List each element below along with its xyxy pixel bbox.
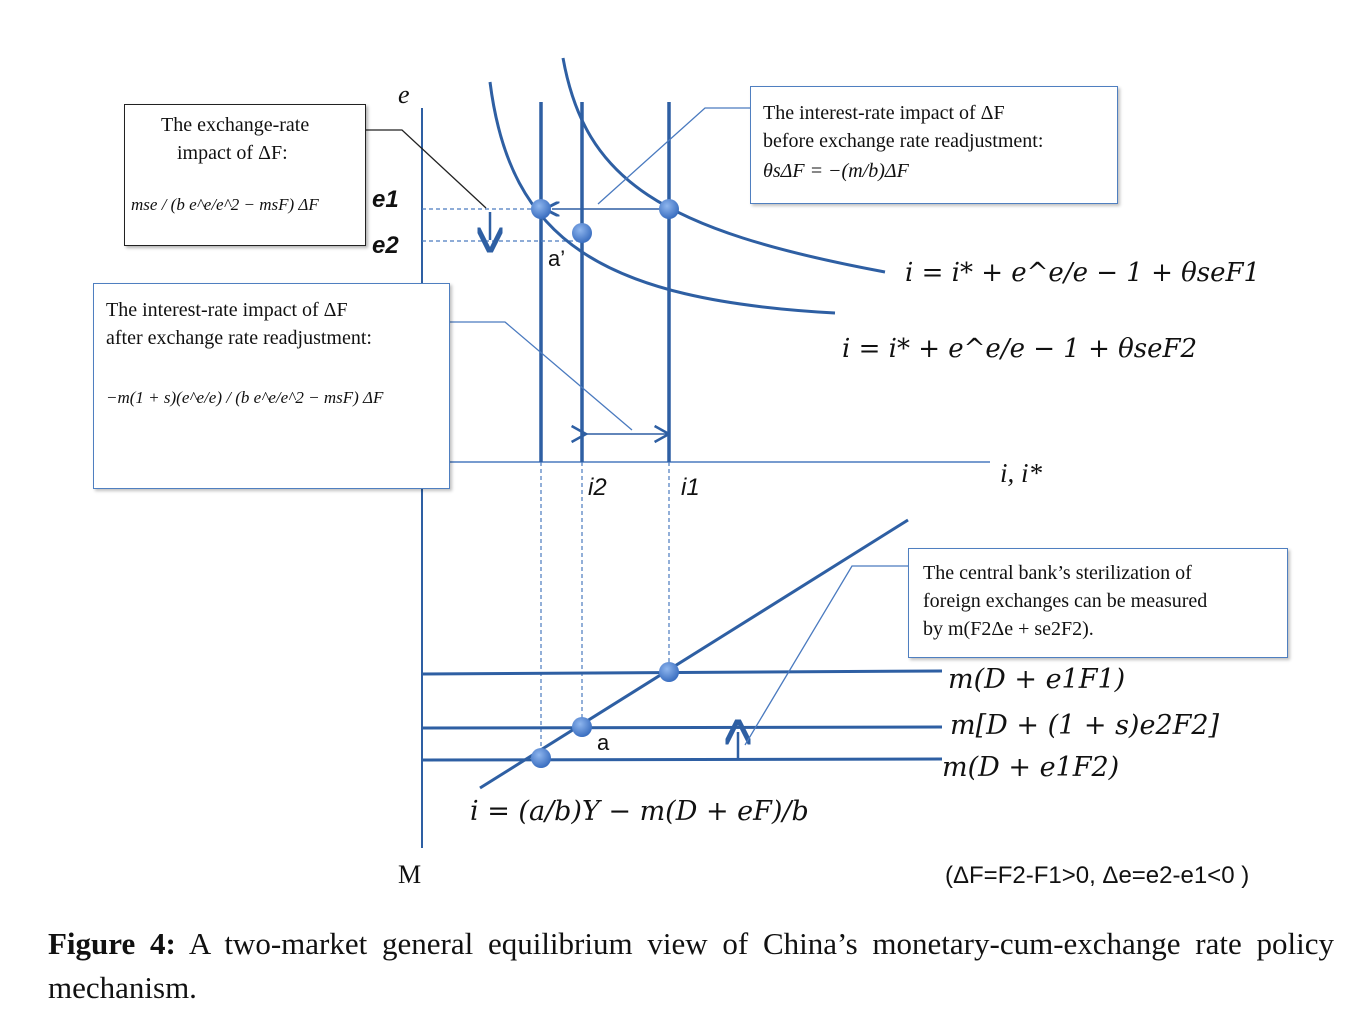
- lm-equation: i = (a/b)Y − m(D + eF)/b: [470, 796, 809, 827]
- line-m-D-e1F2: [421, 757, 943, 762]
- figure-caption-label: Figure 4:: [48, 926, 176, 961]
- box-sterilization-line1: The central bank’s sterilization of: [923, 562, 1192, 584]
- axis-label-i: i, i*: [1000, 458, 1043, 488]
- box-after-formula: −m(1 + s)(e^e/e) / (b e^e/e^2 − msF) ΔF: [106, 388, 384, 407]
- point-a-prime: [572, 223, 592, 243]
- point-label-a-prime: a’: [548, 246, 566, 271]
- box-sterilization: The central bank’s sterilization of fore…: [908, 548, 1288, 658]
- box-before-line2: before exchange rate readjustment:: [763, 130, 1044, 152]
- figure-caption: Figure 4: A two-market general equilibri…: [48, 922, 1334, 1010]
- condition-note: (ΔF=F2-F1>0, Δe=e2-e1<0 ): [945, 862, 1250, 889]
- box-after-line1: The interest-rate impact of ΔF: [106, 299, 348, 321]
- tick-label-e2: e2: [372, 232, 399, 259]
- point-e1-i1: [659, 199, 679, 219]
- box-exchange-line1: The exchange-rate: [161, 114, 310, 136]
- curve-F2: [488, 81, 836, 315]
- label-m-D-e1F2: m(D + e1F2): [942, 752, 1120, 783]
- tick-label-i1: i1: [681, 474, 700, 501]
- diagram-canvas: [366, 57, 990, 848]
- box-after-readjustment: The interest-rate impact of ΔF after exc…: [93, 283, 450, 489]
- tick-label-i2: i2: [588, 474, 607, 501]
- box-after-line2: after exchange rate readjustment:: [106, 327, 372, 349]
- callout-leader-after: [450, 321, 633, 431]
- curve-F1: [561, 57, 886, 274]
- point-label-a: a: [597, 730, 610, 755]
- tick-label-e1: e1: [372, 186, 399, 213]
- box-sterilization-line3: by m(F2Δe + se2F2).: [923, 618, 1094, 640]
- callout-leader-before: [597, 107, 750, 205]
- curve-F2-equation: i = i* + e^e/e − 1 + θseF2: [842, 334, 1198, 364]
- lm-line: [479, 518, 909, 790]
- box-exchange-formula: mse / (b e^e/e^2 − msF) ΔF: [131, 195, 319, 214]
- point-lm-e1F2: [531, 748, 551, 768]
- point-lm-e1F1: [659, 662, 679, 682]
- box-exchange-line2: impact of ΔF:: [177, 142, 288, 164]
- box-before-formula: θsΔF = −(m/b)ΔF: [763, 160, 909, 182]
- box-before-readjustment: The interest-rate impact of ΔF before ex…: [750, 86, 1118, 204]
- box-before-line1: The interest-rate impact of ΔF: [763, 102, 1005, 124]
- curve-F1-equation: i = i* + e^e/e − 1 + θseF1: [905, 258, 1261, 288]
- point-e1-i-a-prime: [531, 199, 551, 219]
- label-m-D-1s-e2F2: m[D + (1 + s)e2F2]: [950, 710, 1220, 741]
- figure-caption-text: A two-market general equilibrium view of…: [48, 926, 1335, 1005]
- point-a: [572, 717, 592, 737]
- box-sterilization-line2: foreign exchanges can be measured: [923, 590, 1208, 612]
- axis-label-M: M: [398, 860, 422, 889]
- callout-leader-sterilization: [744, 565, 908, 746]
- line-m-D-1s-e2F2: [421, 725, 943, 730]
- box-exchange-rate-impact: The exchange-rate impact of ΔF: mse / (b…: [124, 104, 366, 246]
- callout-leader-exchange: [366, 129, 487, 209]
- line-m-D-e1F1: [421, 669, 943, 676]
- label-m-D-e1F1: m(D + e1F1): [948, 664, 1126, 695]
- axis-label-e: e: [398, 80, 410, 109]
